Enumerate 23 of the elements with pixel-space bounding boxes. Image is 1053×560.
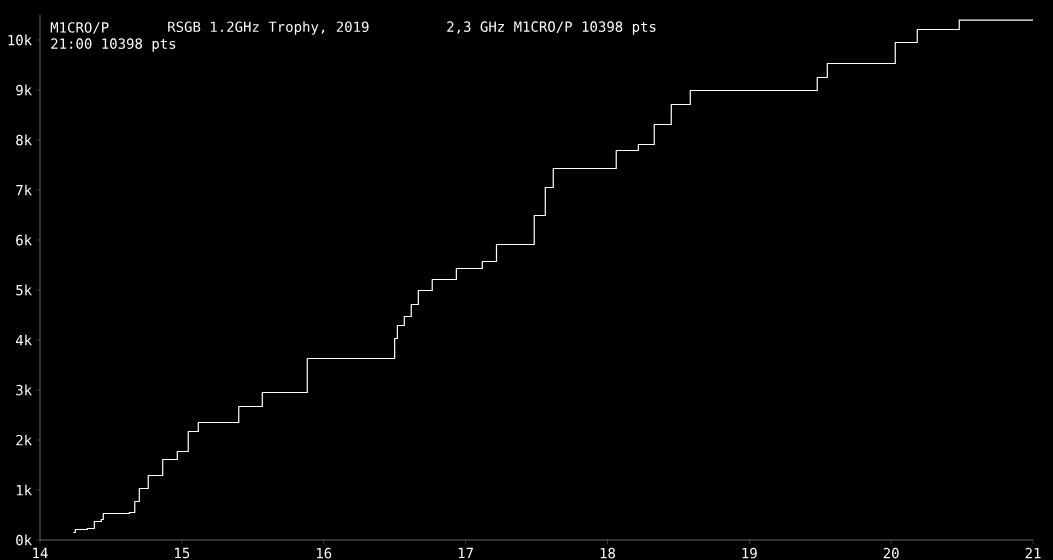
y-tick-label: 6k [16,234,32,246]
annotation: 21:00 10398 pts [51,38,176,52]
annotation: 2,3 GHz M1CRO/P 10398 pts [447,21,656,35]
y-tick-label: 10k [8,34,32,46]
x-tick-label: 14 [33,547,48,559]
x-tick-label: 15 [175,547,190,559]
y-tick-label: 2k [16,434,32,446]
x-tick-label: 18 [600,547,615,559]
y-tick-label: 8k [16,134,32,146]
x-tick-label: 20 [883,547,899,559]
x-tick-label: 17 [458,547,473,559]
x-tick-label: 21 [1025,547,1041,559]
y-tick-label: 3k [16,384,32,396]
y-tick-label: 7k [16,184,32,196]
y-tick-label: 1k [16,484,32,496]
y-tick-label: 0k [16,534,32,546]
y-tick-label: 4k [15,334,32,346]
y-tick-label: 9k [16,84,32,96]
y-tick-label: 5k [16,284,32,296]
x-tick-label: 16 [316,547,332,559]
chart-title: RSGB 1.2GHz Trophy, 2019 [168,21,369,35]
x-tick-label: 19 [742,547,757,559]
annotation: M1CRO/P [50,22,109,34]
